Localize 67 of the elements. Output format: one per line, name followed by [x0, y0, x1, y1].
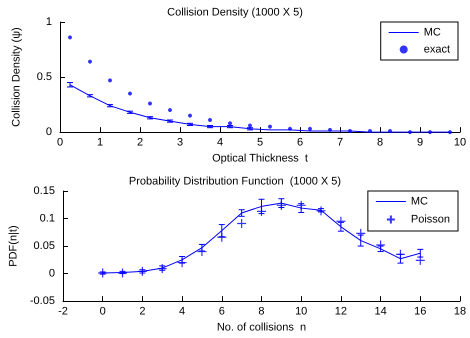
x-tick-label: 3 [176, 136, 184, 149]
point [117, 268, 128, 278]
x-tick-label: 0 [100, 306, 106, 318]
point [157, 264, 168, 274]
chart-title: Collision Density (1000 X 5) [167, 6, 303, 18]
x-tick-label: 0 [56, 136, 64, 149]
point [408, 130, 412, 134]
legend-label: MC [424, 26, 441, 38]
x-tick-label: 5 [256, 136, 264, 149]
x-tick-label: 9 [416, 136, 424, 149]
y-axis-title: PDF(n|t) [8, 225, 20, 267]
y-axis-title: Collision Density (ψ) [10, 27, 22, 127]
y-tick-label: -0.05 [30, 295, 55, 308]
point [98, 268, 108, 278]
x-tick-label: 18 [454, 306, 466, 318]
y-tick-label: 1 [46, 16, 52, 28]
point [296, 200, 306, 210]
y-tick-label: 0.05 [34, 240, 55, 252]
x-tick-label: 7 [336, 136, 344, 149]
point [448, 130, 452, 134]
point [368, 129, 372, 133]
y-tick-label: 0.5 [36, 71, 52, 84]
point [328, 128, 332, 132]
point [348, 129, 352, 133]
legend-label: MC [410, 196, 428, 208]
point [208, 118, 212, 122]
x-tick-label: 14 [374, 306, 387, 318]
point [128, 92, 132, 96]
y-tick-label: 0.15 [34, 185, 55, 197]
x-tick-label: 6 [218, 306, 225, 318]
point [388, 129, 392, 133]
x-tick-label: 4 [216, 136, 224, 149]
point [148, 101, 152, 106]
y-tick-label: 0 [46, 126, 52, 138]
point [428, 130, 432, 134]
point [168, 108, 172, 112]
x-tick-label: 4 [179, 306, 186, 318]
x-tick-label: 8 [258, 306, 265, 318]
x-tick-label: 16 [414, 306, 426, 318]
point [236, 218, 247, 229]
x-tick-label: -2 [58, 306, 68, 318]
y-tick-label: 0.1 [40, 212, 55, 225]
legend-label: Poisson [410, 214, 450, 226]
point [228, 121, 232, 126]
x-tick-label: 2 [136, 136, 144, 149]
x-tick-label: 1 [96, 136, 104, 149]
point [308, 126, 312, 131]
point [188, 114, 192, 118]
point [268, 124, 272, 129]
point [68, 35, 72, 40]
point [88, 60, 92, 64]
x-axis-title: Optical Thickness t [212, 152, 308, 164]
x-tick-label: 8 [376, 136, 384, 149]
x-tick-label: 10 [295, 306, 308, 318]
point [137, 266, 148, 276]
x-tick-label: 12 [334, 306, 348, 318]
x-tick-label: 2 [139, 306, 146, 318]
point [108, 78, 112, 82]
x-tick-label: 6 [296, 136, 304, 149]
point [316, 206, 326, 216]
legend-label: exact [424, 44, 450, 56]
chart-title: Probability Distribution Function (1000 X 5) [128, 176, 342, 188]
x-tick-label: 10 [454, 136, 466, 149]
point [248, 123, 252, 128]
y-tick-label: 0 [48, 268, 55, 280]
x-axis-title: No. of collisions n [216, 322, 306, 334]
point [288, 126, 292, 131]
